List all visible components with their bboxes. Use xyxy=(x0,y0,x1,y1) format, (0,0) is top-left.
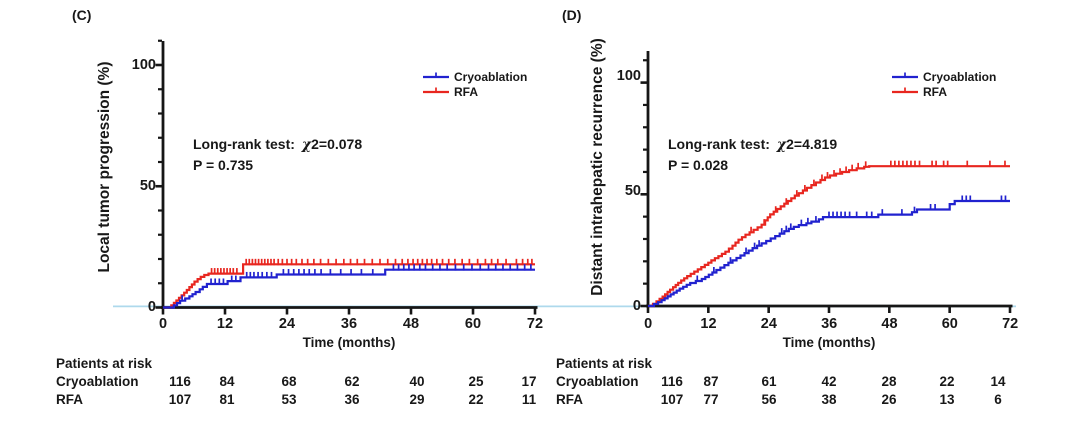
at-risk-count: 38 xyxy=(821,392,837,407)
at-risk-count: 53 xyxy=(281,392,297,407)
panel-c-x-axis-title: Time (months) xyxy=(302,335,396,350)
x-tick-label: 24 xyxy=(760,316,777,332)
panel-d-stats: Long-rank test: χ2=4.819 P = 0.028 xyxy=(668,135,837,175)
panel-d-letter: (D) xyxy=(562,7,582,23)
at-risk-count: 61 xyxy=(761,374,777,389)
at-risk-count: 40 xyxy=(409,374,425,389)
at-risk-count: 62 xyxy=(344,374,360,389)
panel-c-at-risk-title: Patients at risk xyxy=(56,356,153,371)
chi-symbol: χ xyxy=(776,137,787,153)
at-risk-count: 107 xyxy=(660,392,684,407)
x-tick-label: 12 xyxy=(700,316,717,332)
x-tick-label: 60 xyxy=(464,316,482,332)
chi-value: 2=4.819 xyxy=(786,136,838,152)
panel-c-y-tick-100: 100 xyxy=(131,57,156,73)
at-risk-count: 56 xyxy=(761,392,777,407)
panel-d-legend-cryoablation: Cryoablation xyxy=(923,70,997,84)
at-risk-count: 29 xyxy=(409,392,425,407)
panel-c-legend-rfa: RFA xyxy=(454,85,478,99)
at-risk-count: 17 xyxy=(521,374,537,389)
at-risk-count: 84 xyxy=(219,374,235,389)
at-risk-count: 116 xyxy=(169,374,191,389)
test-label: Long-rank test: xyxy=(668,136,770,152)
panel-c-at-risk-row-rfa: RFA xyxy=(56,392,83,407)
at-risk-count: 77 xyxy=(703,392,719,407)
at-risk-count: 22 xyxy=(468,392,484,407)
at-risk-count: 25 xyxy=(468,374,484,389)
at-risk-count: 116 xyxy=(661,374,683,389)
panel-c-at-risk-row-cryoablation: Cryoablation xyxy=(56,374,139,389)
at-risk-count: 87 xyxy=(703,374,719,389)
panel-d-at-risk-title: Patients at risk xyxy=(556,356,653,371)
panel-d-at-risk-row-rfa: RFA xyxy=(556,392,583,407)
panel-d-at-risk-row-cryoablation: Cryoablation xyxy=(556,374,639,389)
x-tick-label: 0 xyxy=(644,316,653,332)
at-risk-count: 14 xyxy=(990,374,1006,389)
panel-c-p-value: P = 0.735 xyxy=(193,156,254,173)
panel-d-x-tick-labels: 0 12 24 36 48 60 72 xyxy=(618,316,1040,333)
panel-d-x-axis-title: Time (months) xyxy=(782,335,876,350)
panel-d-legend-rfa: RFA xyxy=(923,85,947,99)
x-tick-label: 12 xyxy=(216,316,234,332)
panel-c-legend-cryoablation: Cryoablation xyxy=(454,70,528,84)
at-risk-count: 11 xyxy=(521,392,537,407)
panel-c-letter: (C) xyxy=(72,7,92,23)
at-risk-count: 107 xyxy=(168,392,192,407)
at-risk-count: 22 xyxy=(939,374,955,389)
panel-d-y-tick-50: 50 xyxy=(624,183,641,199)
panel-c-y-tick-0: 0 xyxy=(147,299,156,315)
panel-c-y-tick-50: 50 xyxy=(139,178,156,194)
at-risk-count: 81 xyxy=(219,392,235,407)
at-risk-count: 6 xyxy=(994,392,1002,407)
test-label: Long-rank test: xyxy=(193,136,295,152)
panel-c-y-axis-title: Local tumor progression (%) xyxy=(96,61,113,273)
x-tick-label: 24 xyxy=(278,316,296,332)
at-risk-count: 28 xyxy=(881,374,897,389)
chi-value: 2=0.078 xyxy=(311,136,363,152)
x-tick-label: 72 xyxy=(1002,316,1019,332)
at-risk-count: 36 xyxy=(344,392,360,407)
chi-symbol: χ xyxy=(301,137,312,153)
at-risk-count: 42 xyxy=(821,374,837,389)
x-tick-label: 72 xyxy=(526,316,544,332)
x-tick-label: 48 xyxy=(402,316,420,332)
panel-d-y-tick-0: 0 xyxy=(632,298,641,314)
x-tick-label: 36 xyxy=(340,316,358,332)
panel-c-x-tick-labels: 0 12 24 36 48 60 72 xyxy=(132,316,566,333)
panel-d-p-value: P = 0.028 xyxy=(668,156,729,173)
panel-c-chi-square-line: Long-rank test: χ2=0.078 xyxy=(193,135,362,156)
x-tick-label: 0 xyxy=(158,316,168,332)
at-risk-count: 26 xyxy=(881,392,897,407)
at-risk-count: 68 xyxy=(281,374,297,389)
panel-d-y-tick-100: 100 xyxy=(616,68,641,84)
panel-c-stats: Long-rank test: χ2=0.078 P = 0.735 xyxy=(193,135,362,175)
panel-d-chi-square-line: Long-rank test: χ2=4.819 xyxy=(668,135,837,156)
x-tick-label: 60 xyxy=(941,316,958,332)
at-risk-count: 13 xyxy=(939,392,955,407)
x-tick-label: 36 xyxy=(821,316,838,332)
x-tick-label: 48 xyxy=(881,316,898,332)
